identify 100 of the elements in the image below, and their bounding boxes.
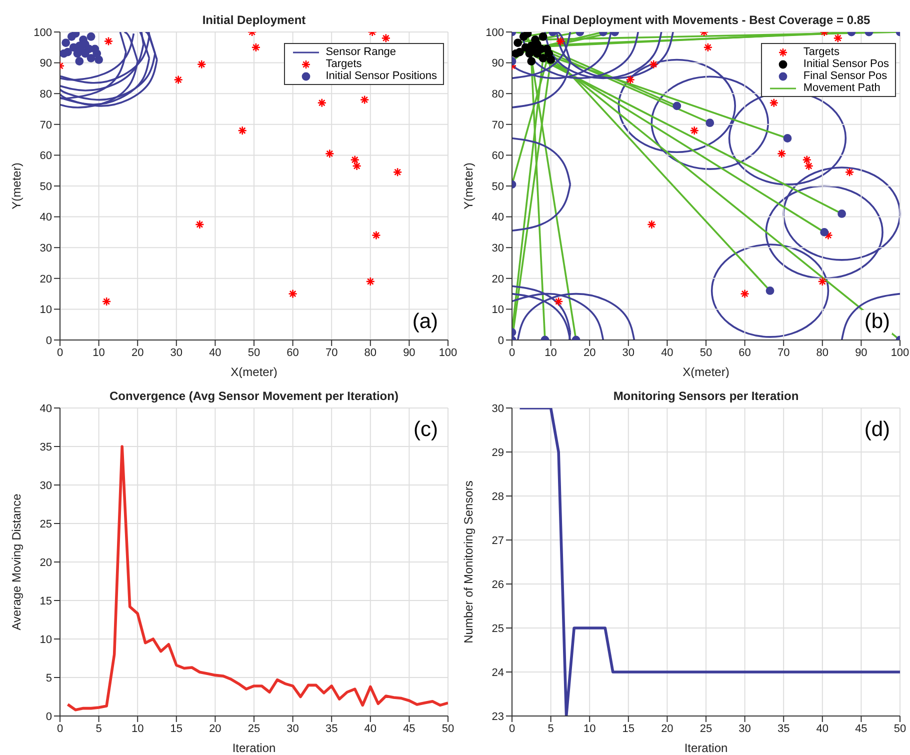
y-tick-label: 30: [492, 402, 504, 415]
x-tick-label: 5: [548, 722, 554, 735]
x-tick-label: 60: [286, 346, 299, 359]
y-tick-label: 24: [492, 666, 504, 679]
annotation: (b): [862, 310, 892, 334]
chart-title: Initial Deployment: [201, 13, 307, 27]
x-tick-label: 5: [96, 722, 102, 735]
annotation: (c): [412, 418, 440, 442]
x-tick-label: 20: [583, 346, 596, 359]
x-axis-title: Iteration: [684, 741, 728, 755]
x-tick-label: 25: [700, 722, 712, 735]
x-tick-label: 100: [438, 346, 458, 359]
y-tick-label: 10: [492, 304, 504, 316]
x-tick-label: 45: [403, 722, 416, 735]
y-tick-label: 23: [492, 710, 504, 723]
x-tick-label: 50: [442, 722, 454, 735]
x-tick-label: 10: [131, 722, 144, 735]
legend-label: Targets: [324, 58, 363, 70]
x-tick-label: 25: [248, 722, 260, 735]
y-tick-label: 29: [492, 446, 504, 459]
y-tick-label: 0: [46, 710, 52, 723]
x-tick-label: 60: [738, 346, 751, 359]
y-tick-label: 0: [46, 334, 52, 347]
x-tick-label: 45: [855, 722, 868, 735]
legend-label: Targets: [802, 46, 840, 58]
legend-label: Sensor Range: [324, 46, 398, 58]
x-tick-label: 10: [92, 346, 105, 359]
x-tick-label: 80: [816, 346, 829, 359]
y-tick-label: 40: [40, 212, 52, 224]
x-tick-label: 40: [364, 722, 377, 735]
y-tick-label: 100: [486, 26, 504, 39]
x-tick-label: 50: [700, 346, 712, 359]
x-tick-label: 100: [890, 346, 910, 359]
y-tick-label: 28: [492, 490, 504, 503]
y-tick-label: 100: [34, 26, 52, 39]
x-tick-label: 30: [286, 722, 299, 735]
x-tick-label: 70: [325, 346, 338, 359]
x-tick-label: 35: [325, 722, 338, 735]
y-tick-label: 10: [40, 304, 52, 316]
x-tick-label: 15: [170, 722, 183, 735]
y-axis-title: Number of Monitoring Sensors: [461, 480, 476, 644]
y-tick-label: 5: [46, 672, 52, 684]
x-tick-label: 0: [508, 346, 516, 359]
y-tick-label: 30: [492, 242, 504, 255]
y-axis-title: Y(meter): [9, 162, 24, 210]
x-tick-label: 0: [56, 346, 64, 359]
y-tick-label: 40: [40, 402, 52, 415]
y-tick-label: 35: [40, 441, 52, 454]
y-tick-label: 15: [40, 595, 52, 608]
y-tick-label: 90: [40, 58, 52, 70]
x-tick-label: 0: [56, 722, 64, 735]
x-tick-label: 10: [583, 722, 596, 735]
x-tick-label: 90: [855, 346, 868, 359]
y-tick-label: 50: [492, 180, 504, 193]
x-tick-label: 40: [209, 346, 222, 359]
x-tick-label: 0: [508, 722, 516, 735]
y-tick-label: 0: [498, 334, 504, 347]
y-tick-label: 90: [492, 58, 504, 70]
y-tick-label: 27: [492, 534, 504, 547]
x-tick-label: 30: [622, 346, 635, 359]
y-axis-title: Average Moving Distance: [9, 493, 24, 630]
y-axis-title: Y(meter): [461, 162, 476, 210]
chart-title: Convergence (Avg Sensor Movement per Iteration): [108, 389, 400, 403]
y-tick-label: 80: [40, 88, 52, 101]
legend-label: Initial Sensor Positions: [324, 70, 437, 82]
y-tick-label: 80: [492, 88, 504, 101]
x-tick-label: 40: [816, 722, 829, 735]
x-tick-label: 30: [738, 722, 751, 735]
y-tick-label: 25: [492, 622, 504, 635]
legend-label: Initial Sensor Pos: [802, 58, 889, 70]
x-tick-label: 20: [131, 346, 144, 359]
x-tick-label: 15: [622, 722, 635, 735]
y-tick-label: 10: [40, 634, 52, 646]
y-tick-label: 70: [40, 119, 52, 132]
x-tick-label: 35: [777, 722, 790, 735]
annotation: (d): [862, 418, 892, 442]
annotation: (a): [410, 310, 440, 334]
x-tick-label: 50: [248, 346, 260, 359]
x-axis-title: Iteration: [232, 741, 276, 755]
x-tick-label: 70: [777, 346, 790, 359]
y-tick-label: 60: [492, 150, 504, 162]
y-tick-label: 25: [40, 518, 52, 530]
y-tick-label: 30: [40, 480, 52, 492]
y-tick-label: 20: [492, 273, 504, 286]
x-tick-label: 50: [894, 722, 906, 735]
legend-label: Final Sensor Pos: [802, 70, 888, 82]
y-tick-label: 50: [40, 180, 52, 193]
x-tick-label: 40: [661, 346, 674, 359]
y-tick-label: 60: [40, 150, 52, 162]
x-tick-label: 90: [403, 346, 416, 359]
x-tick-label: 10: [544, 346, 557, 359]
y-tick-label: 30: [40, 242, 52, 255]
chart-title: Final Deployment with Movements - Best Coverage = 0.85: [540, 13, 872, 27]
y-tick-label: 40: [492, 212, 504, 224]
x-tick-label: 80: [364, 346, 377, 359]
legend-label: Movement Path: [802, 82, 882, 94]
x-tick-label: 20: [661, 722, 674, 735]
y-tick-label: 20: [40, 556, 52, 569]
x-tick-label: 20: [209, 722, 222, 735]
y-tick-label: 20: [40, 273, 52, 286]
